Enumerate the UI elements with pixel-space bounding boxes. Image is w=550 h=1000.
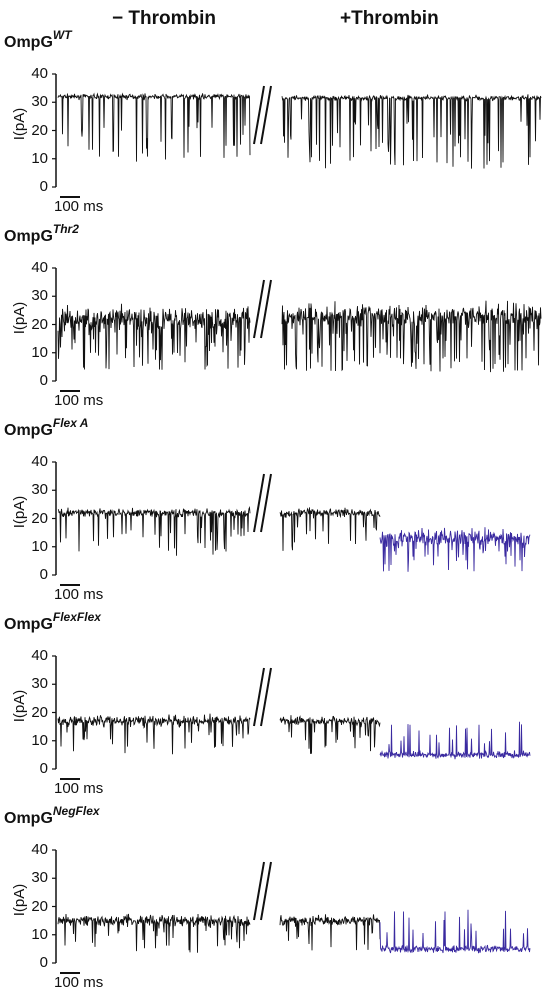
y-tick-label: 40 [31,841,48,858]
current-trace-plus-thrombin-low-state [379,909,531,954]
y-tick-label: 20 [31,897,48,915]
panel-title: OmpGNegFlex [4,804,100,828]
panel-title-base: OmpG [4,616,53,633]
panel-title-base: OmpG [4,34,53,51]
y-tick-label: 10 [31,925,48,943]
current-trace-minus-thrombin [57,92,251,162]
y-tick-label: 40 [31,453,48,470]
time-scale-label: 100 ms [54,198,104,215]
y-tick-label: 0 [39,760,48,777]
panel-title-superscript: NegFlex [52,804,100,818]
y-tick-label: 20 [31,315,48,333]
axis-break-mark [260,279,272,339]
y-tick-label: 10 [31,149,48,167]
y-tick-label: 0 [39,372,48,389]
current-trace-plus-thrombin [279,715,381,754]
current-trace-plus-thrombin [281,300,542,373]
y-tick-label: 0 [39,178,48,195]
panel-title-base: OmpG [4,228,53,245]
y-tick-label: 40 [31,647,48,664]
y-tick-label: 20 [31,703,48,721]
y-tick-label: 30 [31,93,48,111]
axis-break-mark [260,473,272,533]
trace-plot [52,461,531,576]
panel-thr2: OmpGThr2 I(pA) 40 30 20 10 0 100 ms [0,222,550,418]
panel-title: OmpGThr2 [4,222,79,246]
current-trace-plus-thrombin [279,507,381,551]
panel-wt: OmpGWT I(pA) 40 30 20 10 0 100 ms [0,28,550,224]
y-tick-label: 30 [31,481,48,499]
time-scale-bar [60,972,80,974]
time-scale-bar [60,584,80,586]
y-tick-label: 30 [31,869,48,887]
time-scale-label: 100 ms [54,586,104,603]
y-tick-label: 10 [31,343,48,361]
trace-plot [52,267,542,382]
panel-flex-a: OmpGFlex A I(pA) 40 30 20 10 0 100 ms [0,416,550,612]
axis-break-mark [253,861,265,921]
axis-break-mark [260,861,272,921]
panel-title-superscript: WT [52,28,72,42]
axis-break-mark [253,279,265,339]
trace-plot [52,849,531,964]
current-trace-plus-thrombin [279,914,381,951]
y-tick-label: 10 [31,731,48,749]
axis-break-mark [253,85,265,145]
panel-flexflex: OmpGFlexFlex I(pA) 40 30 20 10 0 100 ms [0,610,550,806]
y-tick-label: 30 [31,675,48,693]
axis-break-mark [253,667,265,727]
axis-break-mark [260,85,272,145]
panel-title-superscript: FlexFlex [52,610,101,624]
panel-title-base: OmpG [4,810,53,827]
current-trace-minus-thrombin [57,505,251,556]
current-trace-minus-thrombin [57,913,251,953]
panel-title-superscript: Flex A [52,416,89,430]
header-minus-thrombin: − Thrombin [112,8,216,29]
y-tick-label: 30 [31,287,48,305]
current-trace-minus-thrombin [57,713,251,755]
time-scale-label: 100 ms [54,780,104,797]
time-scale-bar [60,196,80,198]
y-tick-label: 10 [31,537,48,555]
current-trace-plus-thrombin-low-state [379,721,531,760]
current-trace-plus-thrombin-low-state [379,527,531,572]
y-tick-label: 20 [31,509,48,527]
panel-title: OmpGFlexFlex [4,610,101,634]
time-scale-bar [60,390,80,392]
time-scale-label: 100 ms [54,392,104,409]
trace-plot [52,655,531,770]
current-trace-minus-thrombin [57,303,251,370]
time-scale-label: 100 ms [54,974,104,991]
y-tick-label: 20 [31,121,48,139]
panel-negflex: OmpGNegFlex I(pA) 40 30 20 10 0 100 ms [0,804,550,1000]
axis-break-mark [260,667,272,727]
y-tick-label: 0 [39,954,48,971]
trace-plot [52,73,542,188]
panel-title-superscript: Thr2 [52,222,79,236]
time-scale-bar [60,778,80,780]
y-tick-label: 40 [31,259,48,276]
current-trace-plus-thrombin [281,94,542,169]
axis-break-mark [253,473,265,533]
panel-title: OmpGWT [4,28,72,52]
panel-title-base: OmpG [4,422,53,439]
y-tick-label: 40 [31,65,48,82]
panel-title: OmpGFlex A [4,416,88,440]
y-tick-label: 0 [39,566,48,583]
header-plus-thrombin: +Thrombin [340,8,439,29]
